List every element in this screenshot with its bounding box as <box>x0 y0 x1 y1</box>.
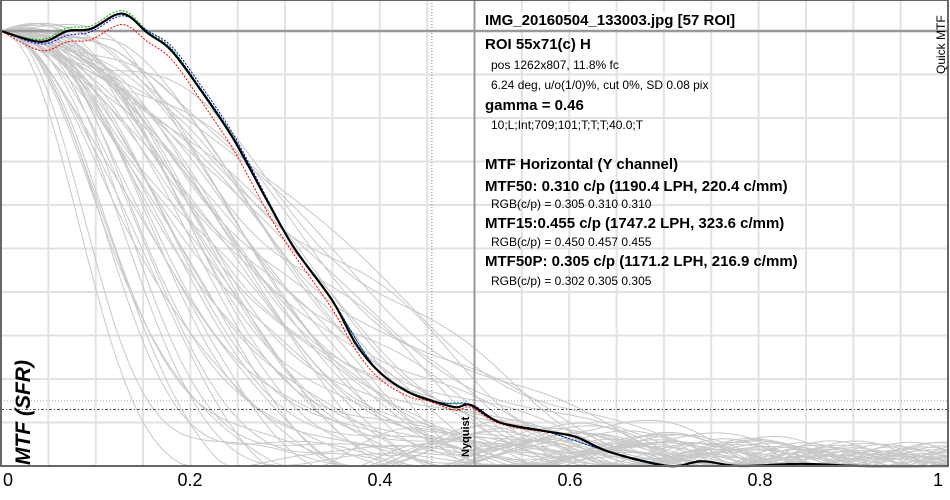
x-tick-label: 0.6 <box>557 470 583 490</box>
mtf50-rgb: RGB(c/p) = 0.305 0.310 0.310 <box>491 197 652 211</box>
plot-frame <box>0 0 949 467</box>
x-tick-label: 0.8 <box>747 470 773 490</box>
roi-label: ROI 55x71(c) H <box>485 36 591 53</box>
x-tick-label: 1 <box>932 470 944 490</box>
nyquist-label: Nyquist <box>460 416 472 457</box>
mtf15-rgb: RGB(c/p) = 0.450 0.457 0.455 <box>491 235 652 249</box>
quick-mtf-label: Quick MTF <box>934 15 948 74</box>
x-tick-label: 0.4 <box>367 470 393 490</box>
mtf50p-rgb: RGB(c/p) = 0.302 0.305 0.305 <box>491 274 652 288</box>
mtf50-result: MTF50: 0.310 c/p (1190.4 LPH, 220.4 c/mm… <box>485 178 788 195</box>
mtf-curve-r <box>0 23 669 467</box>
mtf-heading: MTF Horizontal (Y channel) <box>485 156 679 173</box>
chart-title: IMG_20160504_133003.jpg [57 ROI] <box>483 12 739 29</box>
mtf50p-result: MTF50P: 0.305 c/p (1171.2 LPH, 216.9 c/m… <box>485 253 798 270</box>
roi-position: pos 1262x807, 11.8% fc <box>491 58 619 72</box>
x-tick-label: 0.2 <box>177 470 203 490</box>
y-axis-label: MTF (SFR) <box>12 360 35 465</box>
gamma-value: gamma = 0.46 <box>485 97 584 114</box>
mtf15-result: MTF15:0.455 c/p (1747.2 LPH, 323.6 c/mm) <box>485 215 785 232</box>
settings-string: 10;L;Int;709;101;T;T;T;40.0;T <box>491 118 644 132</box>
mtf-curve-y <box>0 12 949 468</box>
edge-angle: 6.24 deg, u/o(1/0)%, cut 0%, SD 0.08 pix <box>491 78 709 92</box>
x-tick-label: 0 <box>2 470 14 490</box>
